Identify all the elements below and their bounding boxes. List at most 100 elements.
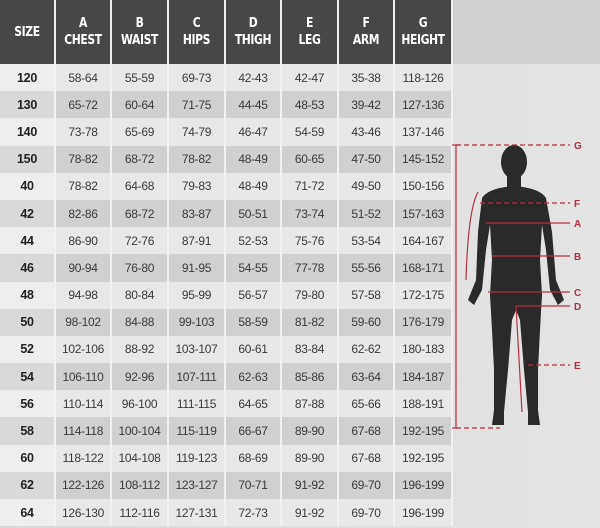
measurement-cell: 94-98 — [55, 281, 112, 309]
measurement-cell: 112-116 — [111, 499, 169, 527]
measurement-cell: 95-99 — [168, 281, 226, 309]
measurement-cell: 42-47 — [281, 64, 339, 92]
size-cell: 46 — [0, 254, 56, 282]
measurement-cell: 83-84 — [281, 335, 339, 364]
table-row: 62 122-126 108-112 123-127 70-71 91-92 69-70 19… — [0, 471, 453, 499]
measurement-cell: 54-55 — [225, 254, 282, 282]
measurement-cell: 76-80 — [111, 254, 169, 282]
measurement-cell: 68-69 — [225, 444, 282, 472]
measurement-cell: 176-179 — [394, 308, 453, 336]
measurement-cell: 196-199 — [394, 499, 453, 527]
table-row: 50 98-102 84-88 99-103 58-59 81-82 59-60 176-17… — [0, 308, 453, 336]
measurement-cell: 89-90 — [281, 417, 339, 445]
measurement-cell: 85-86 — [281, 363, 339, 391]
measurement-cell: 119-123 — [168, 444, 226, 472]
table-row: 46 90-94 76-80 91-95 54-55 77-78 55-56 168-171 — [0, 254, 453, 282]
measurement-cell: 91-92 — [281, 471, 339, 499]
measurement-cell: 65-72 — [55, 91, 112, 119]
column-name: SIZE — [14, 23, 40, 40]
measurement-cell: 48-49 — [225, 172, 282, 200]
table-row: 54 106-110 92-96 107-111 62-63 85-86 63-64 184-… — [0, 363, 453, 391]
measurement-cell: 39-42 — [338, 91, 395, 119]
table-row: 56 110-114 96-100 111-115 64-65 87-88 65-66 188… — [0, 390, 453, 418]
measurement-cell: 168-171 — [394, 254, 453, 282]
size-cell: 130 — [0, 91, 56, 119]
measurement-cell: 65-69 — [111, 118, 169, 146]
measurement-cell: 115-119 — [168, 417, 226, 445]
label-c: C — [574, 288, 581, 299]
measurement-cell: 63-64 — [338, 363, 395, 391]
measurement-cell: 73-78 — [55, 118, 112, 146]
measurement-cell: 104-108 — [111, 444, 169, 472]
measurement-cell: 78-82 — [55, 145, 112, 173]
measurement-cell: 188-191 — [394, 390, 453, 418]
measurement-cell: 111-115 — [168, 390, 226, 418]
measurement-cell: 57-58 — [338, 281, 395, 309]
measurement-cell: 60-65 — [281, 145, 339, 173]
size-cell: 50 — [0, 308, 56, 336]
table-row: 52 102-106 88-92 103-107 60-61 83-84 62-62 180-… — [0, 335, 453, 364]
measurement-cell: 65-66 — [338, 390, 395, 418]
measurement-cell: 73-74 — [281, 199, 339, 228]
measurement-cell: 114-118 — [55, 417, 112, 445]
column-letter: C — [192, 15, 201, 31]
label-a: A — [574, 219, 581, 230]
size-cell: 44 — [0, 227, 56, 255]
measurement-cell: 43-46 — [338, 118, 395, 146]
column-letter: A — [79, 15, 87, 31]
measurement-cell: 75-76 — [281, 227, 339, 255]
measurement-cell: 126-130 — [55, 499, 112, 527]
measurement-cell: 100-104 — [111, 417, 169, 445]
size-cell: 48 — [0, 281, 56, 309]
column-header-chest: A CHEST — [55, 0, 112, 64]
table-row: 48 94-98 80-84 95-99 56-57 79-80 57-58 172-175 — [0, 281, 453, 309]
measurement-cell: 79-83 — [168, 172, 226, 200]
measurement-cell: 123-127 — [168, 471, 226, 499]
measurement-cell: 62-62 — [338, 335, 395, 364]
size-chart-table: SIZE A CHEST B WAIST C HIPS D THIGH E LEG F ARM G HEIG… — [0, 0, 453, 527]
measurement-cell: 180-183 — [394, 335, 453, 364]
table-row: 44 86-90 72-76 87-91 52-53 75-76 53-54 164-167 — [0, 227, 453, 255]
measurement-cell: 99-103 — [168, 308, 226, 336]
measurement-cell: 44-45 — [225, 91, 282, 119]
measurement-cell: 98-102 — [55, 308, 112, 336]
measurement-cell: 72-73 — [225, 499, 282, 527]
column-header-waist: B WAIST — [111, 0, 169, 64]
size-cell: 60 — [0, 444, 56, 472]
measurement-cell: 64-68 — [111, 172, 169, 200]
measurement-cell: 78-82 — [168, 145, 226, 173]
measurement-cell: 91-92 — [281, 499, 339, 527]
column-header-height: G HEIGHT — [394, 0, 453, 64]
measurement-cell: 86-90 — [55, 227, 112, 255]
measurement-cell: 68-72 — [111, 145, 169, 173]
size-cell: 64 — [0, 499, 56, 527]
measurement-cell: 106-110 — [55, 363, 112, 391]
measurement-cell: 68-72 — [111, 199, 169, 228]
column-header-size: SIZE — [0, 0, 56, 64]
column-letter: B — [135, 15, 144, 31]
size-cell: 140 — [0, 118, 56, 146]
measurement-cell: 79-80 — [281, 281, 339, 309]
measurement-cell: 196-199 — [394, 471, 453, 499]
measurement-cell: 74-79 — [168, 118, 226, 146]
measurement-cell: 110-114 — [55, 390, 112, 418]
measurement-cell: 83-87 — [168, 199, 226, 228]
measurement-cell: 67-68 — [338, 444, 395, 472]
measurement-cell: 107-111 — [168, 363, 226, 391]
measurement-cell: 145-152 — [394, 145, 453, 173]
column-name: HIPS — [182, 32, 211, 48]
measurement-cell: 192-195 — [394, 444, 453, 472]
table-body: 120 58-64 55-59 69-73 42-43 42-47 35-38 118-126… — [0, 64, 453, 527]
measurement-cell: 80-84 — [111, 281, 169, 309]
measurement-cell: 48-53 — [281, 91, 339, 119]
size-cell: 56 — [0, 390, 56, 418]
size-cell: 40 — [0, 172, 56, 200]
column-name: ARM — [352, 32, 380, 48]
measurement-cell: 127-136 — [394, 91, 453, 119]
column-name: CHEST — [64, 32, 102, 48]
measurement-cell: 56-57 — [225, 281, 282, 309]
label-e: E — [574, 361, 581, 372]
measurement-cell: 64-65 — [225, 390, 282, 418]
column-name: HEIGHT — [401, 32, 445, 48]
measurement-cell: 84-88 — [111, 308, 169, 336]
